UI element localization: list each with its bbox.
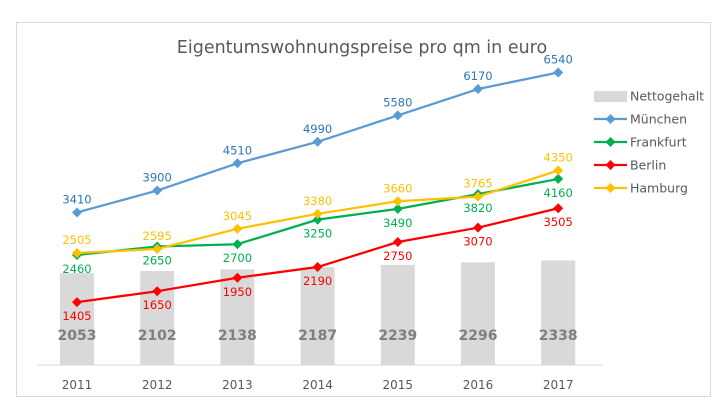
chart-frame	[16, 22, 711, 397]
marker-hamburg-2013	[232, 223, 243, 234]
legend-marker-berlin	[605, 160, 616, 170]
lines-layer	[72, 67, 564, 308]
marker-frankfurt-2014	[312, 214, 323, 225]
label-berlin-2013: 1950	[223, 285, 252, 299]
label-berlin-2017: 3505	[544, 215, 573, 229]
marker-muenchen-2011	[72, 207, 82, 218]
x-tick-labels: 2011 2012 2013 2014 2015 2016 2017	[62, 378, 574, 392]
chart-title: Eigentumswohnungspreise pro qm in euro	[177, 38, 547, 58]
bar-nettogehalt-2017	[541, 260, 576, 365]
label-frankfurt-2016: 3820	[463, 201, 492, 215]
label-berlin-2011: 1405	[62, 309, 91, 323]
label-muenchen-2015: 5580	[383, 95, 412, 109]
marker-frankfurt-2015	[392, 203, 403, 214]
legend-marker-muenchen	[605, 114, 616, 124]
x-tick-2012: 2012	[142, 378, 173, 392]
legend-label-berlin: Berlin	[630, 158, 666, 173]
marker-muenchen-2015	[392, 110, 403, 121]
label-frankfurt-2011: 2460	[62, 262, 91, 276]
bar-nettogehalt-2012	[140, 270, 175, 365]
label-berlin-2012: 1650	[143, 298, 172, 312]
x-tick-2011: 2011	[62, 378, 93, 392]
bar-nettogehalt-2015	[380, 264, 415, 365]
data-labels-layer: 2053 2102 2138 2187 2239 2296 2338 3410 3900 4510…	[58, 52, 578, 344]
legend-label-muenchen: München	[630, 112, 687, 127]
bar-label-2017: 2338	[539, 328, 578, 344]
legend-marker-hamburg	[605, 183, 616, 193]
legend-label-nettogehalt: Nettogehalt	[630, 89, 704, 104]
label-hamburg-2011: 2505	[62, 233, 91, 247]
label-muenchen-2012: 3900	[143, 171, 172, 185]
legend-swatch-nettogehalt	[594, 91, 627, 102]
marker-frankfurt-2013	[232, 239, 243, 250]
marker-muenchen-2013	[232, 158, 243, 169]
marker-hamburg-2016	[473, 191, 483, 202]
bars-layer	[60, 260, 576, 365]
label-muenchen-2011: 3410	[62, 192, 91, 206]
marker-muenchen-2012	[152, 185, 163, 196]
marker-hamburg-2011	[72, 247, 82, 258]
label-hamburg-2016: 3765	[463, 177, 492, 191]
legend-marker-frankfurt	[605, 137, 616, 147]
bar-label-2015: 2239	[378, 328, 417, 344]
x-tick-2017: 2017	[543, 378, 574, 392]
label-berlin-2016: 3070	[463, 235, 492, 249]
label-hamburg-2015: 3660	[383, 181, 412, 195]
label-frankfurt-2015: 3490	[383, 216, 412, 230]
x-tick-2015: 2015	[383, 378, 414, 392]
bar-label-2016: 2296	[459, 328, 498, 344]
legend: Nettogehalt München Frankfurt Berlin Hamburg	[594, 89, 704, 196]
x-tick-2016: 2016	[463, 378, 494, 392]
label-frankfurt-2014: 3250	[303, 227, 332, 241]
marker-muenchen-2016	[473, 84, 483, 95]
label-frankfurt-2012: 2650	[143, 253, 172, 267]
label-hamburg-2014: 3380	[303, 194, 332, 208]
marker-berlin-2015	[392, 236, 403, 247]
label-berlin-2014: 2190	[303, 274, 332, 288]
label-frankfurt-2017: 4160	[544, 186, 573, 200]
marker-berlin-2011	[72, 297, 82, 308]
marker-hamburg-2015	[392, 196, 403, 207]
label-muenchen-2014: 4990	[303, 122, 332, 136]
label-muenchen-2013: 4510	[223, 143, 252, 157]
bar-label-2013: 2138	[218, 328, 257, 344]
marker-berlin-2012	[152, 286, 163, 297]
label-hamburg-2012: 2595	[143, 229, 172, 243]
x-tick-2013: 2013	[222, 378, 253, 392]
marker-hamburg-2012	[152, 243, 163, 254]
legend-label-frankfurt: Frankfurt	[630, 135, 687, 150]
bar-label-2011: 2053	[58, 328, 97, 344]
marker-berlin-2013	[232, 272, 243, 283]
label-hamburg-2013: 3045	[223, 209, 252, 223]
marker-frankfurt-2017	[553, 173, 564, 184]
bar-nettogehalt-2011	[60, 273, 94, 365]
label-frankfurt-2013: 2700	[223, 251, 252, 265]
bar-nettogehalt-2014	[300, 267, 335, 365]
marker-hamburg-2017	[553, 165, 564, 176]
marker-berlin-2014	[312, 262, 323, 273]
bar-label-2012: 2102	[138, 328, 177, 344]
label-muenchen-2017: 6540	[544, 52, 573, 66]
marker-hamburg-2014	[312, 208, 323, 219]
bar-nettogehalt-2016	[461, 262, 495, 365]
label-berlin-2015: 2750	[383, 249, 412, 263]
marker-muenchen-2017	[553, 67, 564, 78]
marker-berlin-2016	[473, 222, 483, 233]
label-hamburg-2017: 4350	[544, 150, 573, 164]
bar-label-2014: 2187	[298, 328, 337, 344]
marker-berlin-2017	[553, 203, 564, 214]
label-muenchen-2016: 6170	[463, 69, 492, 83]
legend-label-hamburg: Hamburg	[630, 181, 688, 196]
bar-nettogehalt-2013	[220, 269, 255, 365]
x-tick-2014: 2014	[302, 378, 333, 392]
marker-muenchen-2014	[312, 136, 323, 147]
